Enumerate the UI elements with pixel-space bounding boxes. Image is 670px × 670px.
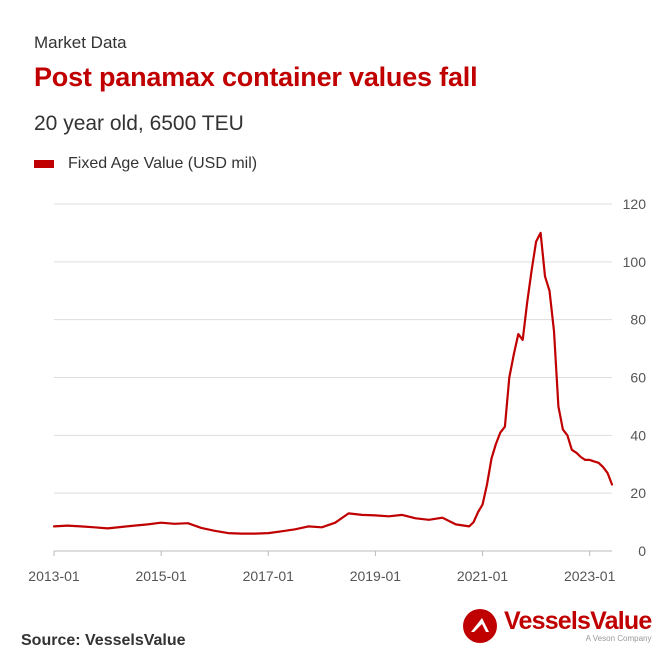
logo-name: VesselsValue <box>504 607 652 635</box>
grid-lines <box>54 203 612 552</box>
y-tick-label: 20 <box>630 485 646 501</box>
x-tick-label: 2021-01 <box>457 568 509 584</box>
series-group <box>52 231 614 535</box>
y-tick-label: 0 <box>638 543 646 559</box>
legend-swatch <box>34 160 54 168</box>
x-tick-label: 2023-01 <box>564 568 616 584</box>
legend-label: Fixed Age Value (USD mil) <box>68 155 258 172</box>
kicker: Market Data <box>34 33 127 52</box>
chart-title: Post panamax container values fall <box>34 62 478 92</box>
vesselsvalue-logo: VesselsValue A Veson Company <box>462 607 652 644</box>
y-tick-label: 60 <box>630 370 646 386</box>
y-tick-label: 100 <box>623 254 647 270</box>
y-tick-label: 120 <box>623 196 647 212</box>
source-note: Source: VesselsValue <box>21 632 186 649</box>
x-tick-label: 2017-01 <box>243 568 295 584</box>
series-line <box>52 231 614 535</box>
y-tick-label: 80 <box>630 312 646 328</box>
x-tick-label: 2013-01 <box>28 568 80 584</box>
y-tick-label: 40 <box>630 427 646 443</box>
logo-tagline: A Veson Company <box>585 634 652 643</box>
x-axis-ticks: 2013-01 2015-01 2017-01 2019-01 2021-01 2023-… <box>28 551 616 584</box>
x-tick-label: 2019-01 <box>350 568 402 584</box>
chart-subtitle: 20 year old, 6500 TEU <box>34 112 244 135</box>
y-axis-ticks: 0 20 40 60 80 100 120 <box>623 196 647 559</box>
logo-mark-icon <box>463 609 497 643</box>
x-tick-label: 2015-01 <box>135 568 187 584</box>
legend: Fixed Age Value (USD mil) <box>34 155 257 173</box>
